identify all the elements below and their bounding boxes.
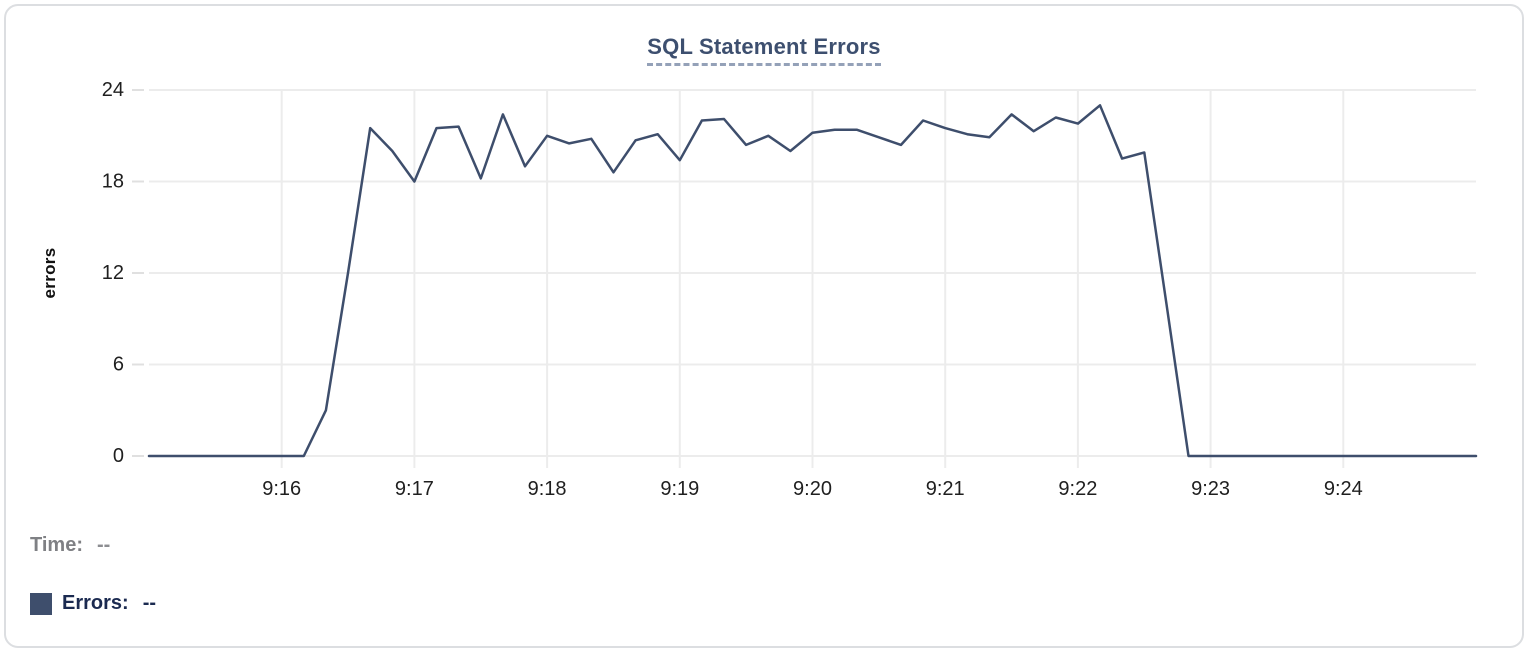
svg-text:9:24: 9:24 xyxy=(1324,478,1363,500)
errors-line-chart[interactable]: 0 6 12 18 24 9:16 9:17 9:18 9:19 9:20 9:21 9:22 9:23… xyxy=(6,6,1528,516)
svg-text:24: 24 xyxy=(102,79,124,101)
svg-text:9:16: 9:16 xyxy=(262,478,301,500)
svg-text:9:18: 9:18 xyxy=(528,478,567,500)
svg-text:9:21: 9:21 xyxy=(926,478,965,500)
svg-text:18: 18 xyxy=(102,171,124,193)
svg-text:6: 6 xyxy=(113,354,124,376)
y-axis-label: errors xyxy=(40,247,59,299)
errors-label: Errors: xyxy=(62,592,129,614)
time-value: -- xyxy=(96,534,111,556)
svg-text:9:22: 9:22 xyxy=(1058,478,1097,500)
svg-text:12: 12 xyxy=(102,262,124,284)
time-label: Time: xyxy=(30,534,83,556)
svg-text:9:23: 9:23 xyxy=(1191,478,1230,500)
chart-card: SQL Statement Errors 0 6 12 18 24 9:16 9:17 9:1… xyxy=(4,4,1524,648)
errors-series-swatch-icon xyxy=(30,592,52,615)
errors-value: -- xyxy=(142,592,157,614)
svg-text:9:17: 9:17 xyxy=(395,478,434,500)
chart-header: SQL Statement Errors xyxy=(6,34,1522,66)
svg-text:9:20: 9:20 xyxy=(793,478,832,500)
svg-text:0: 0 xyxy=(113,445,124,467)
svg-text:9:19: 9:19 xyxy=(660,478,699,500)
tooltip-errors-row: Errors: -- xyxy=(30,592,156,615)
tooltip-time-row: Time: -- xyxy=(30,534,110,557)
chart-title[interactable]: SQL Statement Errors xyxy=(647,34,881,66)
